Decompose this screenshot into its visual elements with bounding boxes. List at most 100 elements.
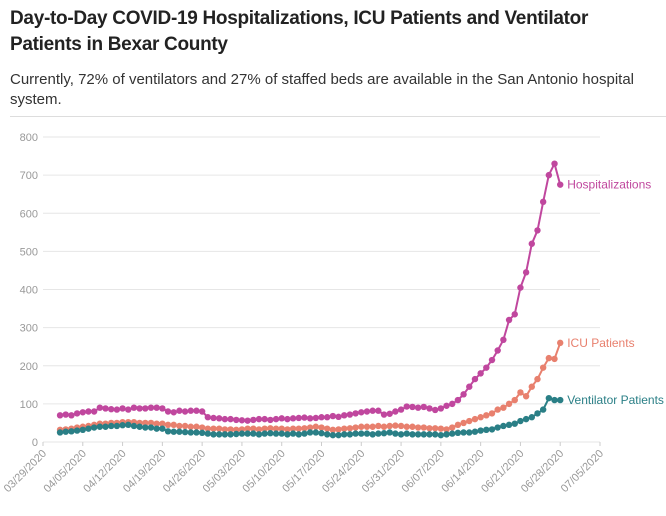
point — [170, 428, 177, 435]
point — [403, 430, 410, 437]
point — [289, 415, 297, 422]
point — [312, 414, 320, 422]
point — [204, 414, 212, 421]
point — [414, 404, 422, 411]
point — [539, 364, 547, 371]
point — [420, 424, 428, 431]
point — [312, 429, 320, 436]
point — [68, 428, 75, 435]
point — [301, 430, 308, 437]
point — [215, 425, 223, 432]
point — [358, 409, 365, 416]
point — [352, 430, 359, 437]
point — [176, 428, 183, 435]
point — [96, 423, 104, 430]
point — [545, 171, 553, 179]
point — [153, 420, 160, 427]
point — [221, 431, 229, 438]
point — [380, 411, 388, 418]
point — [511, 396, 518, 404]
point — [431, 425, 439, 432]
point — [227, 415, 234, 423]
point — [164, 428, 172, 435]
point — [193, 407, 200, 414]
point — [483, 412, 490, 419]
point — [369, 431, 376, 438]
point — [136, 405, 143, 412]
point — [551, 160, 558, 167]
point — [204, 430, 212, 437]
point — [289, 425, 297, 432]
point — [79, 426, 86, 433]
point — [272, 430, 280, 437]
point — [187, 429, 194, 436]
point — [318, 430, 325, 437]
point — [528, 383, 535, 390]
point — [426, 405, 433, 412]
series-label: Hospitalizations — [567, 178, 651, 192]
point — [73, 410, 81, 417]
point — [551, 396, 558, 404]
point — [397, 431, 405, 438]
point — [557, 339, 564, 347]
point — [426, 431, 433, 438]
point — [454, 429, 462, 437]
point — [147, 404, 155, 411]
point — [539, 406, 547, 413]
point — [449, 430, 456, 437]
point — [420, 431, 428, 438]
point — [323, 425, 331, 432]
point — [62, 428, 69, 435]
point — [312, 423, 320, 430]
point — [375, 407, 382, 414]
point — [386, 429, 393, 436]
point — [460, 391, 467, 398]
point — [522, 269, 530, 276]
point — [335, 413, 342, 421]
point — [210, 414, 217, 422]
point — [159, 425, 166, 432]
point — [551, 355, 558, 363]
point — [471, 375, 479, 383]
point — [500, 404, 507, 411]
point — [187, 407, 194, 414]
point — [267, 425, 274, 432]
point — [449, 424, 456, 431]
point — [437, 425, 445, 432]
point — [414, 424, 422, 431]
point — [119, 405, 126, 412]
point — [181, 408, 189, 415]
point — [181, 422, 189, 430]
point — [244, 430, 251, 437]
point — [358, 423, 365, 430]
point — [142, 419, 149, 427]
y-tick-label: 800 — [20, 132, 38, 144]
point — [284, 431, 291, 438]
point — [341, 425, 348, 432]
point — [539, 198, 547, 206]
point — [431, 406, 439, 414]
point — [153, 404, 160, 411]
point — [306, 415, 314, 422]
point — [73, 427, 81, 434]
point — [380, 423, 388, 430]
point — [466, 417, 473, 425]
point — [363, 408, 371, 415]
point — [198, 429, 206, 437]
chart-subtitle: Currently, 72% of ventilators and 27% of… — [10, 71, 635, 108]
point — [483, 426, 490, 433]
point — [102, 405, 109, 412]
point — [301, 425, 308, 432]
point — [227, 431, 234, 438]
point — [306, 429, 314, 436]
point — [505, 400, 513, 408]
point — [85, 408, 92, 415]
point — [267, 430, 274, 437]
point — [198, 424, 206, 431]
point — [215, 431, 223, 438]
point — [125, 406, 132, 413]
point — [420, 403, 428, 411]
point — [471, 428, 479, 435]
y-tick-label: 500 — [20, 246, 38, 258]
